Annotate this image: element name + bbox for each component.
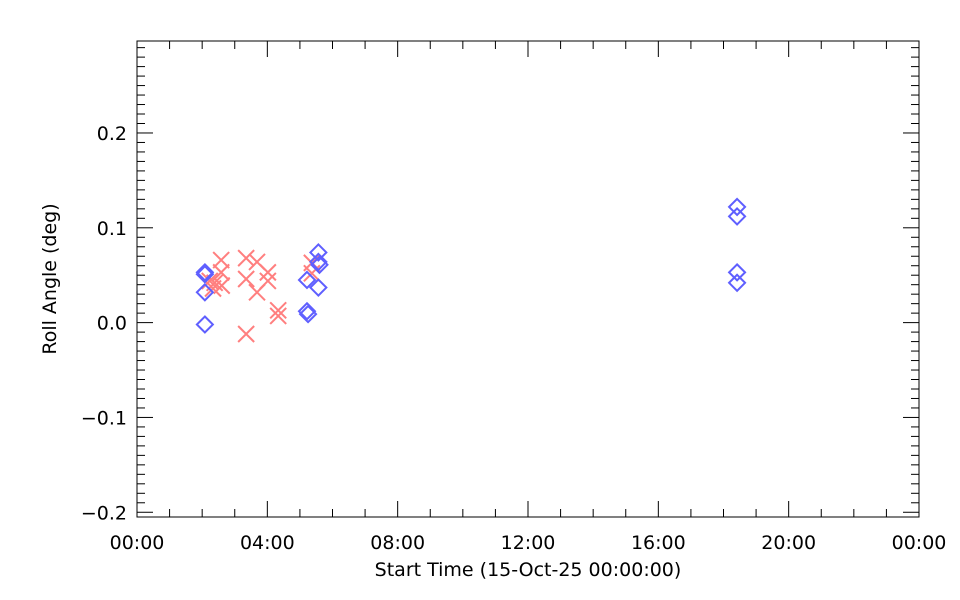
x-marker	[237, 270, 255, 288]
y-tick-label: 0.1	[97, 218, 127, 240]
x-tick-labels: 00:00 04:00 08:00 12:00 16:00 20:00 00:00	[110, 532, 947, 554]
y-tick-label: 0.0	[97, 313, 127, 335]
diamond-marker	[308, 243, 328, 262]
diamond-marker	[195, 264, 215, 284]
x-marker	[237, 325, 255, 343]
x-tick-label: 16:00	[631, 532, 686, 554]
y-axis-label: Roll Angle (deg)	[39, 203, 61, 354]
x-marker	[259, 272, 277, 290]
diamond-marker	[195, 315, 215, 334]
x-tick-label: 12:00	[501, 532, 556, 554]
x-tick-label: 20:00	[761, 532, 816, 554]
x-axis-label: Start Time (15-Oct-25 00:00:00)	[375, 559, 682, 581]
y-tick-label: −0.1	[81, 407, 127, 429]
diamond-marker	[310, 255, 329, 275]
data-points	[195, 197, 747, 343]
y-tick-label: 0.2	[97, 123, 127, 145]
diamond-marker	[727, 273, 747, 293]
x-marker	[212, 263, 230, 282]
y-tick-labels: −0.2 −0.1 0.0 0.1 0.2	[81, 123, 127, 524]
diamond-marker	[727, 207, 747, 226]
y-tick-label: −0.2	[81, 502, 127, 524]
x-tick-label: 00:00	[110, 532, 165, 554]
diamond-marker	[297, 301, 317, 321]
x-marker	[204, 279, 222, 298]
plot-frame	[136, 40, 920, 518]
diamond-marker	[195, 282, 215, 302]
x-marker	[212, 251, 230, 269]
diamond-marker	[308, 278, 328, 297]
x-tick-label: 08:00	[370, 532, 425, 554]
x-marker	[259, 263, 277, 282]
diamond-marker	[727, 262, 747, 282]
x-marker	[269, 307, 287, 325]
diamond-marker	[298, 304, 318, 324]
diamond-marker	[195, 262, 215, 282]
diamond-marker	[727, 197, 747, 217]
x-tick-label: 00:00	[892, 532, 947, 554]
axis-ticks	[136, 41, 920, 517]
x-marker	[269, 301, 287, 319]
diamond-marker	[308, 252, 328, 272]
x-marker	[237, 249, 255, 267]
diamond-marker	[297, 270, 317, 290]
x-tick-label: 04:00	[240, 532, 295, 554]
